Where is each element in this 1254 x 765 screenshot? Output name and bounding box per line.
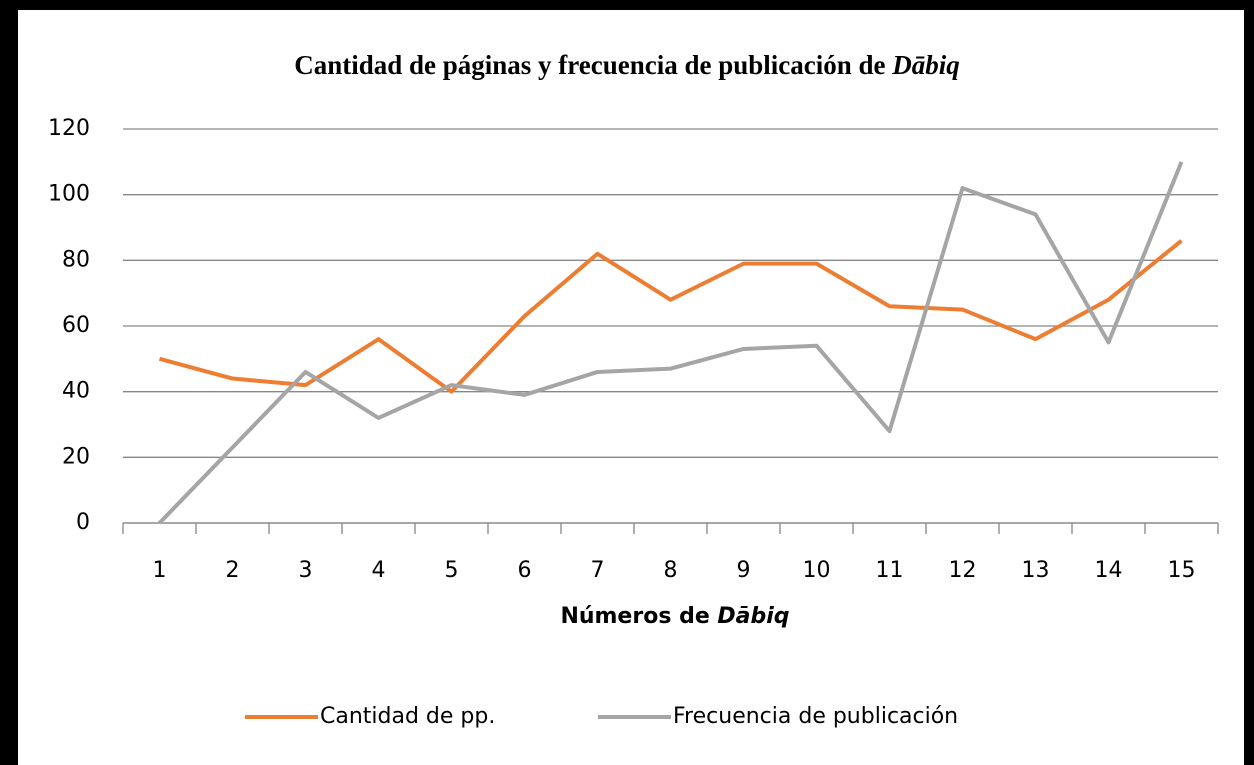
x-tick-label: 14 — [1095, 558, 1123, 583]
x-tick-label: 7 — [591, 558, 605, 583]
x-tick-label: 3 — [299, 558, 313, 583]
legend-label: Frecuencia de publicación — [673, 704, 958, 729]
x-tick-label: 4 — [372, 558, 386, 583]
x-axis-label: Números de Dābiq — [560, 604, 789, 629]
x-tick-label: 6 — [518, 558, 532, 583]
y-tick-label: 80 — [62, 247, 90, 272]
y-tick-label: 40 — [62, 379, 90, 404]
x-tick-label: 9 — [737, 558, 751, 583]
y-tick-label: 100 — [48, 182, 90, 207]
series-line — [158, 161, 1184, 525]
series-line — [158, 239, 1183, 394]
x-tick-label: 10 — [803, 558, 831, 583]
y-tick-label: 20 — [62, 444, 90, 469]
x-tick-label: 8 — [664, 558, 678, 583]
x-tick-label: 12 — [949, 558, 977, 583]
x-tick-label: 2 — [226, 558, 240, 583]
y-tick-label: 60 — [62, 313, 90, 338]
legend-label: Cantidad de pp. — [320, 704, 495, 729]
x-tick-label: 13 — [1022, 558, 1050, 583]
chart-title: Cantidad de páginas y frecuencia de publ… — [294, 50, 960, 80]
x-tick-label: 5 — [445, 558, 459, 583]
y-tick-label: 0 — [76, 510, 90, 535]
chart-area — [18, 10, 1244, 765]
x-tick-label: 11 — [876, 558, 904, 583]
x-tick-label: 1 — [153, 558, 167, 583]
y-tick-label: 120 — [48, 116, 90, 141]
x-tick-label: 15 — [1168, 558, 1196, 583]
